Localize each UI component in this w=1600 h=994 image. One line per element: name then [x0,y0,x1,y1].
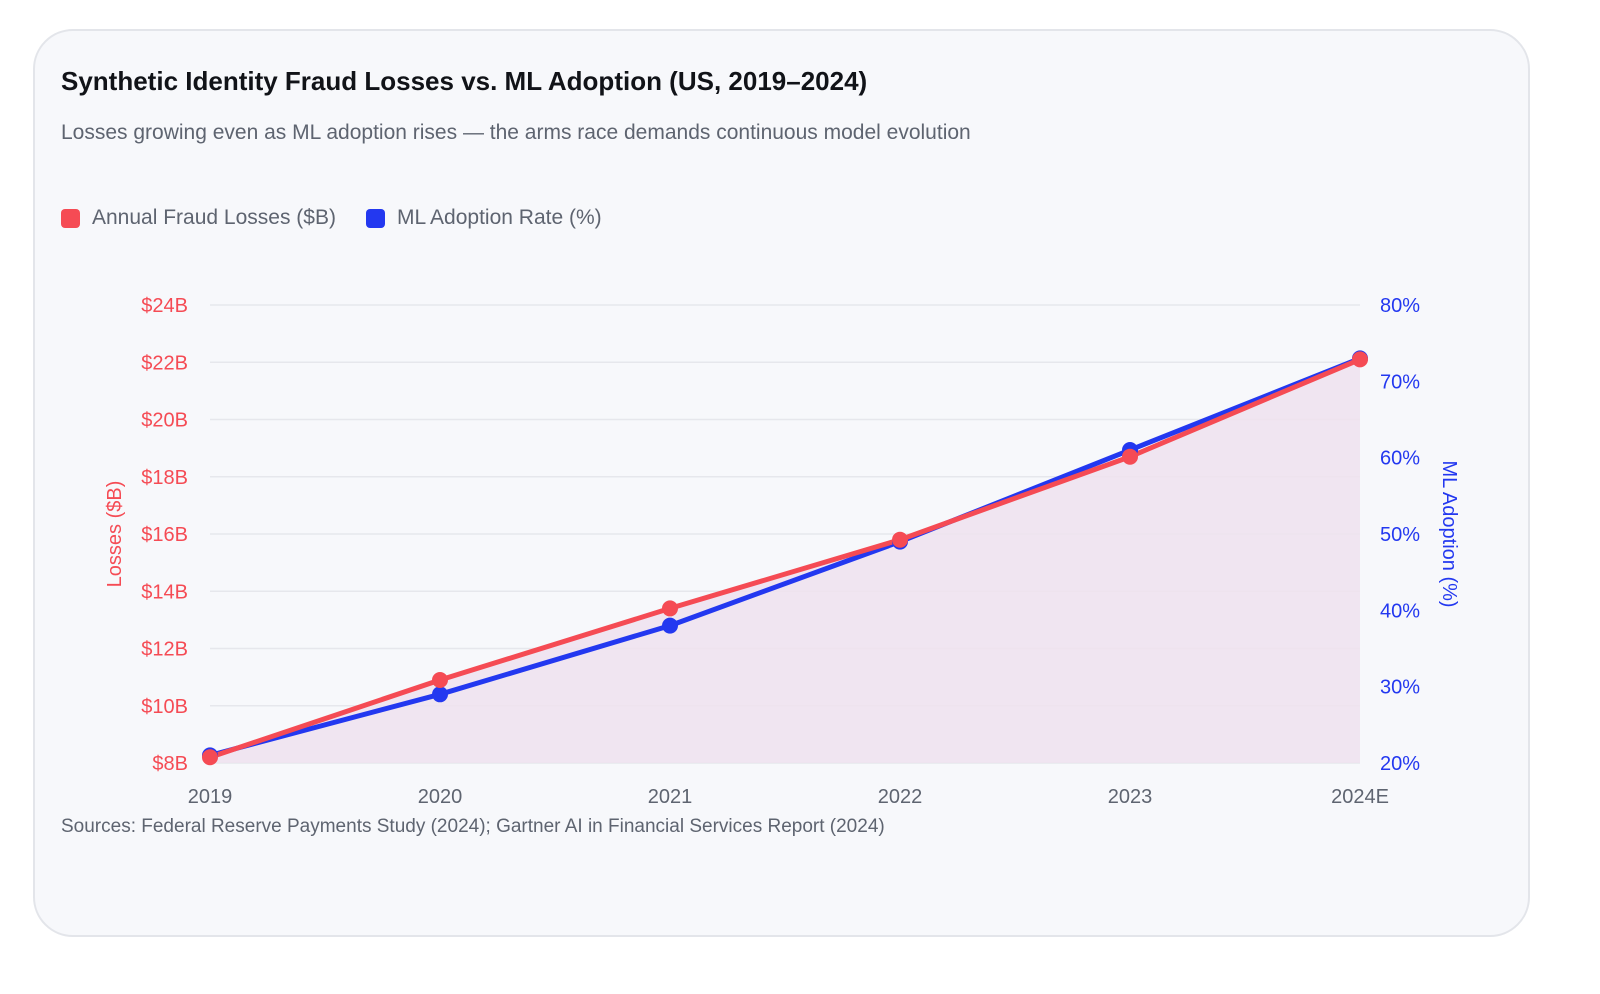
x-tick-label: 2020 [418,786,463,808]
y-right-tick-label: 40% [1380,600,1420,622]
y-left-tick-label: $12B [141,639,188,661]
y-left-tick-label: $22B [141,352,188,374]
y-right-tick-label: 70% [1380,371,1420,393]
y-left-axis-label: Losses ($B) [104,481,126,588]
data-point-adoption [432,686,448,703]
y-left-tick-label: $20B [141,410,188,432]
data-point-losses [1352,351,1368,368]
legend: Annual Fraud Losses ($B) ML Adoption Rat… [61,206,602,230]
y-right-tick-label: 20% [1380,753,1420,775]
series-line-losses [209,357,1361,760]
legend-item-adoption[interactable]: ML Adoption Rate (%) [365,206,602,230]
legend-label-losses: Annual Fraud Losses ($B) [92,206,336,229]
y-left-tick-label: $8B [152,753,188,775]
y-right-tick-label: 60% [1380,448,1420,470]
legend-label-adoption: ML Adoption Rate (%) [396,206,602,229]
chart-title: Synthetic Identity Fraud Losses vs. ML A… [61,66,868,96]
y-left-tick-label: $10B [141,696,188,718]
x-tick-label: 2021 [648,786,693,808]
x-tick-label: 2019 [188,786,233,808]
y-right-axis-label: ML Adoption (%) [1438,460,1460,607]
data-point-losses [662,600,678,617]
data-point-losses [432,671,448,688]
x-tick-label: 2023 [1108,786,1153,808]
y-left-tick-label: $16B [141,524,188,546]
x-tick-label: 2022 [878,786,923,808]
data-point-losses [892,531,908,548]
legend-item-losses[interactable]: Annual Fraud Losses ($B) [61,206,336,230]
series-line-adoption [209,356,1361,758]
x-tick-label: 2024E [1331,786,1389,808]
legend-swatch-losses [61,208,80,228]
y-left-tick-label: $14B [141,581,188,603]
y-right-tick-label: 30% [1380,677,1420,699]
data-point-losses [1122,448,1138,465]
y-right-tick-label: 50% [1380,524,1420,546]
data-point-adoption [662,617,678,634]
legend-swatch-adoption [365,208,385,228]
data-point-losses [202,749,218,766]
chart-subtitle: Losses growing even as ML adoption rises… [61,121,971,144]
source-note: Sources: Federal Reserve Payments Study … [61,816,885,837]
y-left-tick-label: $24B [141,295,188,317]
y-right-tick-label: 80% [1380,295,1420,317]
y-left-tick-label: $18B [141,467,188,489]
